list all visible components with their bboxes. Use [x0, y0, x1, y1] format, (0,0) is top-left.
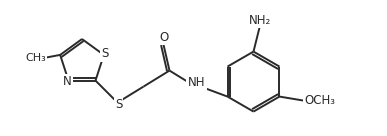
- Text: NH: NH: [188, 76, 205, 89]
- Text: S: S: [115, 98, 122, 111]
- Text: S: S: [101, 47, 108, 60]
- Text: OCH₃: OCH₃: [304, 94, 335, 107]
- Text: O: O: [159, 31, 168, 44]
- Text: NH₂: NH₂: [249, 14, 272, 27]
- Text: CH₃: CH₃: [26, 53, 46, 63]
- Text: N: N: [63, 75, 72, 88]
